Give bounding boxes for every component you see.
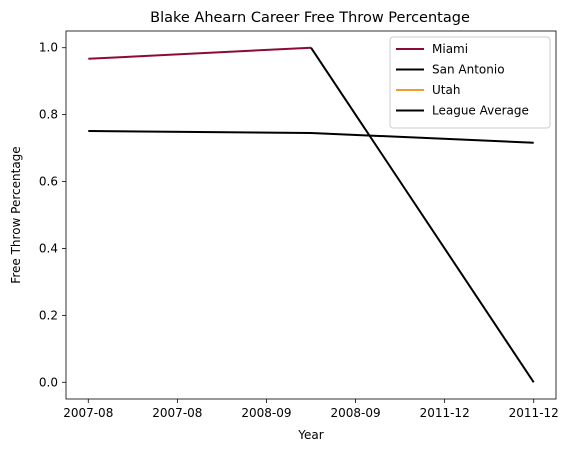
y-axis-label: Free Throw Percentage <box>9 146 23 283</box>
plot-frame <box>65 30 557 400</box>
legend-label-3: League Average <box>432 104 529 118</box>
y-tick-label: 0.8 <box>39 108 58 122</box>
series-line-0 <box>88 46 312 60</box>
y-axis: 0.0 0.2 0.4 0.6 0.8 1.0 <box>39 41 66 389</box>
x-tick-label: 2008-09 <box>330 406 380 420</box>
legend-frame <box>389 36 551 129</box>
y-tick-label: 1.0 <box>39 41 58 55</box>
series-line-1 <box>310 47 535 383</box>
legend-label-1: San Antonio <box>432 63 505 77</box>
legend: Miami San Antonio Utah League Average <box>389 36 551 129</box>
x-tick-label: 2011-12 <box>509 406 559 420</box>
x-tick-label: 2007-08 <box>152 406 202 420</box>
y-tick-label: 0.4 <box>39 241 58 255</box>
series-line-3 <box>88 130 534 144</box>
x-tick-label: 2011-12 <box>420 406 470 420</box>
x-tick-label: 2008-09 <box>241 406 291 420</box>
y-tick-label: 0.6 <box>39 175 58 189</box>
legend-label-2: Utah <box>432 83 460 97</box>
x-axis: 2007-08 2007-08 2008-09 2008-09 2011-12 2011-… <box>63 399 559 420</box>
y-tick-label: 0.2 <box>39 308 58 322</box>
y-tick-label: 0.0 <box>39 375 58 389</box>
x-axis-label: Year <box>297 428 323 442</box>
legend-label-0: Miami <box>432 42 468 56</box>
series-lines <box>88 46 535 383</box>
chart-title: Blake Ahearn Career Free Throw Percentag… <box>150 10 470 26</box>
x-tick-label: 2007-08 <box>63 406 113 420</box>
